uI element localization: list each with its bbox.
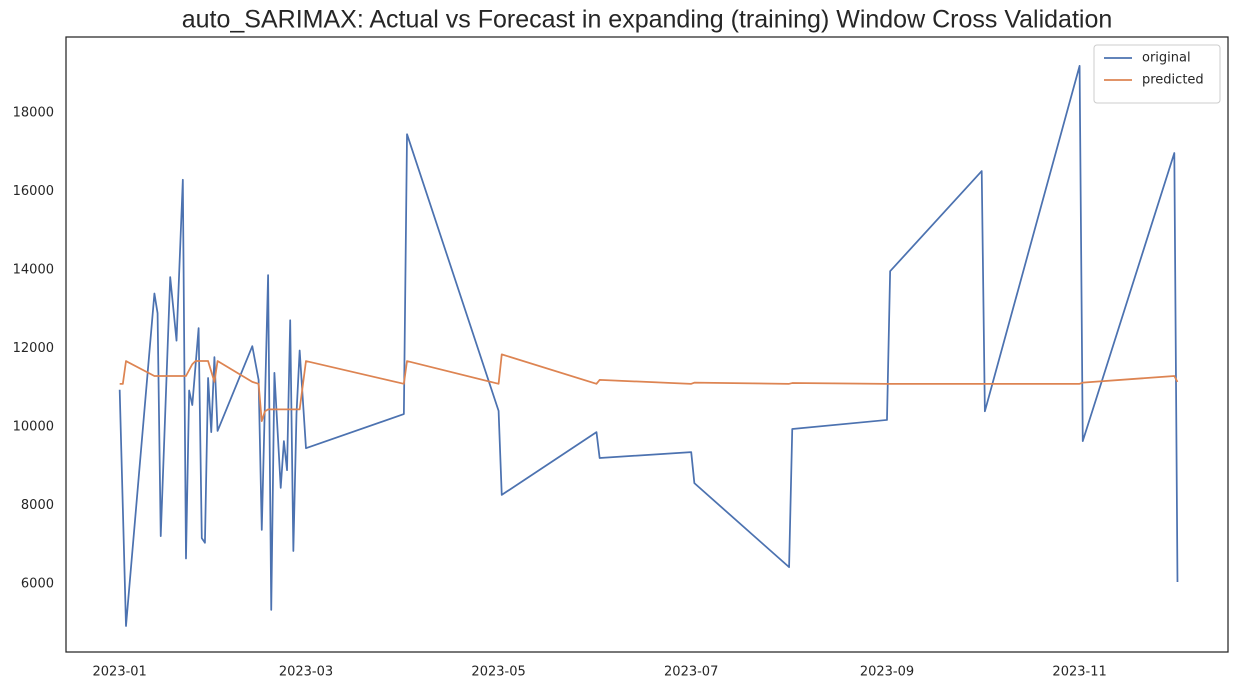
series-line — [118, 65, 1179, 627]
x-tick-label: 2023-09 — [860, 665, 914, 680]
y-tick-label: 12000 — [13, 341, 54, 356]
y-tick-label: 16000 — [13, 184, 54, 199]
x-tick-label: 2023-07 — [664, 665, 718, 680]
series-line — [119, 353, 1179, 422]
x-tick-label: 2023-03 — [279, 665, 333, 680]
chart-title: auto_SARIMAX: Actual vs Forecast in expa… — [182, 6, 1113, 34]
y-tick-label: 18000 — [13, 105, 54, 120]
x-tick-label: 2023-01 — [93, 665, 147, 680]
legend-label: predicted — [1142, 73, 1204, 88]
legend-label: original — [1142, 51, 1191, 66]
x-tick-label: 2023-05 — [471, 665, 525, 680]
y-tick-label: 10000 — [13, 420, 54, 435]
plot-frame — [65, 36, 1229, 653]
y-tick-label: 8000 — [21, 498, 54, 513]
y-tick-label: 6000 — [21, 577, 54, 592]
x-tick-label: 2023-11 — [1052, 665, 1106, 680]
y-tick-label: 14000 — [13, 262, 54, 277]
legend-box — [1093, 44, 1221, 104]
